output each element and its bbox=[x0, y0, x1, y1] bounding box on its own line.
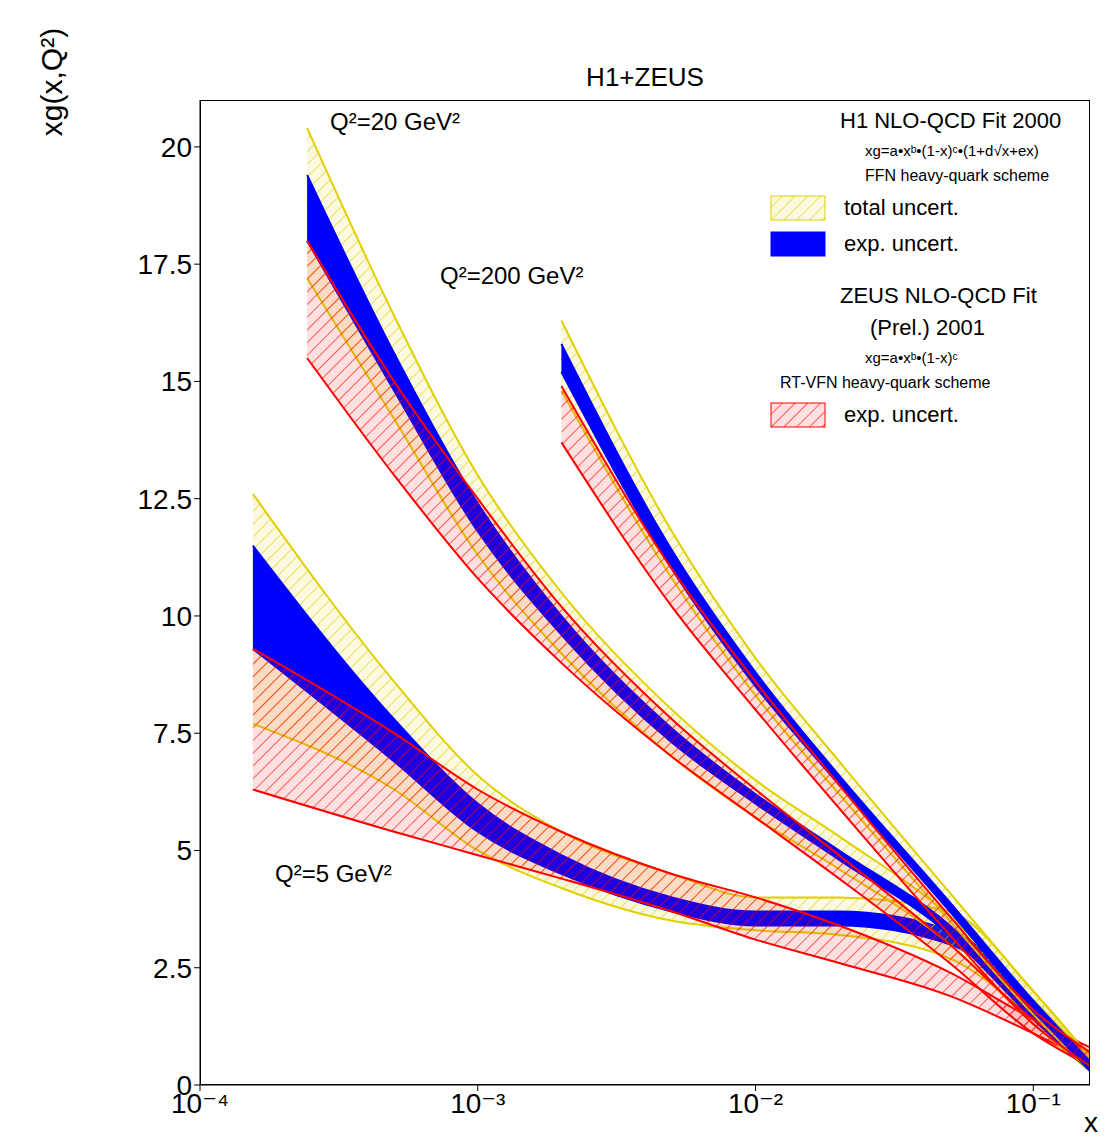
html-text:RT-VFN heavy-quark scheme: RT-VFN heavy-quark scheme bbox=[780, 374, 991, 391]
svg-text:7.5: 7.5 bbox=[153, 718, 192, 749]
svg-text:10⁻⁴: 10⁻⁴ bbox=[171, 1087, 229, 1119]
html-text:xg=a•xᵇ•(1-x)ᶜ•(1+d√x+ex): xg=a•xᵇ•(1-x)ᶜ•(1+d√x+ex) bbox=[865, 142, 1039, 159]
html-text:x: x bbox=[1084, 1107, 1098, 1138]
svg-text:17.5: 17.5 bbox=[138, 249, 193, 280]
html-text:H1 NLO-QCD Fit 2000: H1 NLO-QCD Fit 2000 bbox=[840, 108, 1062, 133]
html-text:H1+ZEUS: H1+ZEUS bbox=[586, 62, 704, 92]
html-text:xg=a•xᵇ•(1-x)ᶜ: xg=a•xᵇ•(1-x)ᶜ bbox=[865, 349, 958, 366]
svg-text:0: 0 bbox=[176, 1070, 192, 1101]
svg-text:10⁻¹: 10⁻¹ bbox=[1006, 1088, 1061, 1119]
svg-text:20: 20 bbox=[161, 132, 192, 163]
svg-text:10: 10 bbox=[161, 601, 192, 632]
html-text:xg(x,Q²): xg(x,Q²) bbox=[35, 27, 68, 137]
svg-text:10⁻²: 10⁻² bbox=[728, 1088, 783, 1119]
svg-text:10⁻³: 10⁻³ bbox=[450, 1088, 505, 1119]
html-text:Q²=20 GeV²: Q²=20 GeV² bbox=[330, 108, 461, 135]
html-text:Q²=200 GeV²: Q²=200 GeV² bbox=[440, 262, 584, 289]
html-text:ZEUS NLO-QCD Fit: ZEUS NLO-QCD Fit bbox=[840, 283, 1037, 308]
svg-text:2.5: 2.5 bbox=[153, 953, 192, 984]
svg-text:15: 15 bbox=[161, 366, 192, 397]
html-text:FFN heavy-quark scheme: FFN heavy-quark scheme bbox=[865, 167, 1050, 184]
html-text:(Prel.) 2001: (Prel.) 2001 bbox=[870, 315, 985, 340]
html-text:Q²=5 GeV²: Q²=5 GeV² bbox=[275, 860, 392, 887]
svg-text:12.5: 12.5 bbox=[138, 484, 193, 515]
html-text:exp. uncert.: exp. uncert. bbox=[844, 231, 959, 256]
svg-text:5: 5 bbox=[176, 835, 192, 866]
html-text:total uncert.: total uncert. bbox=[844, 195, 959, 220]
html-text:exp. uncert.: exp. uncert. bbox=[844, 402, 959, 427]
